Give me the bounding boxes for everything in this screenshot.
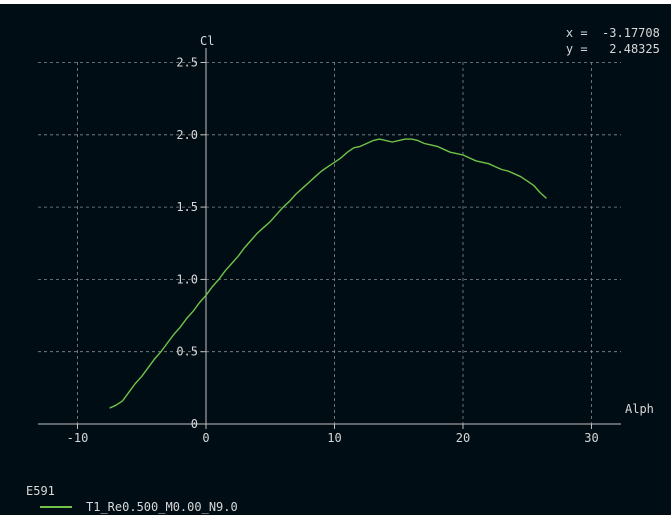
cursor-y-readout: y = 2.48325 [537, 28, 660, 70]
cursor-y-value: 2.48325 [609, 42, 660, 56]
x-tick-label: 20 [456, 431, 470, 445]
cursor-y-label: y = [565, 42, 588, 56]
legend-entry[interactable]: T1_Re0.500_M0.00_N9.0 [26, 500, 238, 514]
x-tick-label: 0 [202, 431, 209, 445]
cursor-x-readout: x = -3.17708 [537, 12, 660, 54]
legend-group-title: E591 [26, 484, 55, 498]
legend-swatch [40, 506, 72, 508]
cl-alpha-chart[interactable]: -10 0 10 20 30 0 0.5 1.0 1.5 2.0 2.5 [0, 4, 671, 515]
series-layer [109, 138, 547, 409]
x-tick-label: 10 [327, 431, 341, 445]
y-tick-label: 2.5 [176, 56, 198, 70]
x-tick-label: -10 [67, 431, 89, 445]
cursor-x-value: -3.17708 [602, 26, 660, 40]
x-axis-label: Alph [625, 402, 654, 416]
legend: E591 T1_Re0.500_M0.00_N9.0 [26, 484, 238, 514]
x-tick-label: 30 [584, 431, 598, 445]
y-tick-label: 2.0 [176, 128, 198, 142]
y-tick-label: 1.5 [176, 200, 198, 214]
series-line-cl-alpha[interactable] [109, 138, 547, 409]
legend-entry-label: T1_Re0.500_M0.00_N9.0 [86, 500, 238, 514]
y-tick-label: 0.5 [176, 345, 198, 359]
y-axis-label: Cl [200, 34, 215, 48]
tick-label-layer: -10 0 10 20 30 0 0.5 1.0 1.5 2.0 2.5 [67, 56, 599, 446]
axis-layer [38, 48, 621, 429]
y-tick-label: 0 [191, 417, 198, 431]
cursor-x-label: x = [565, 26, 588, 40]
y-tick-label: 1.0 [176, 272, 198, 286]
grid-layer [38, 62, 621, 424]
